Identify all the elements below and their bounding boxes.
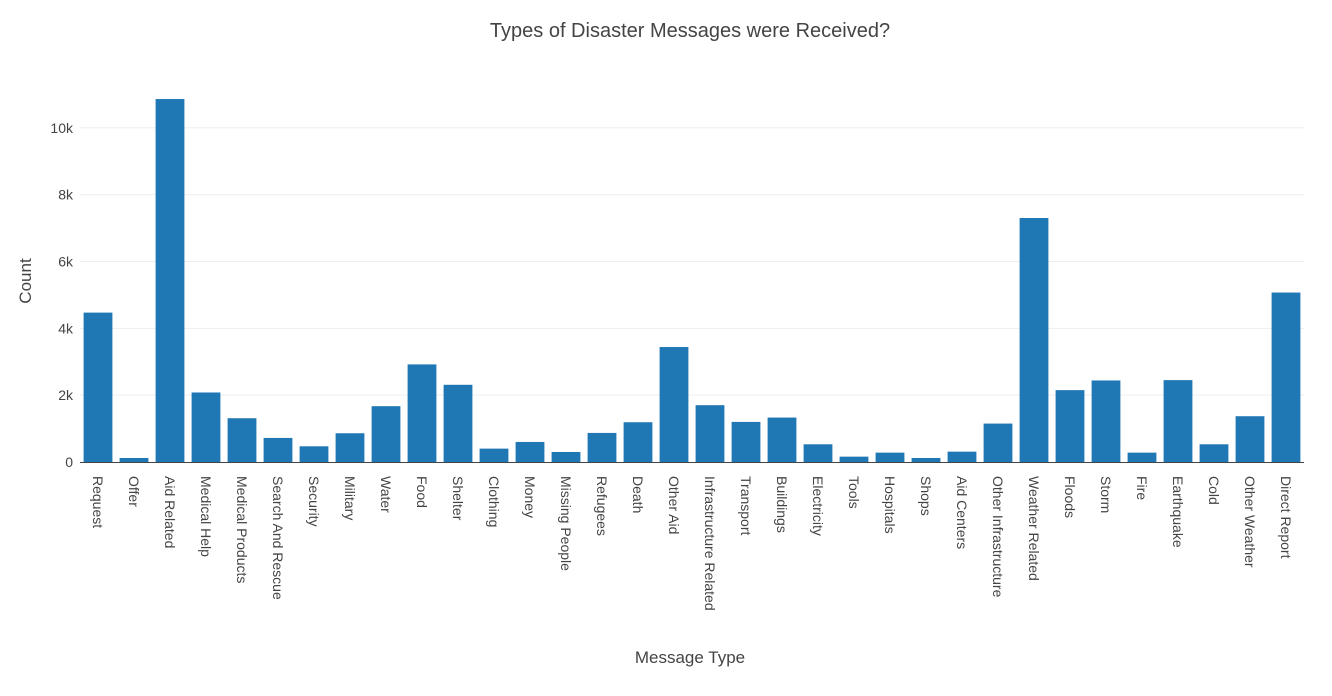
bars <box>83 99 1301 463</box>
bar[interactable] <box>155 99 185 463</box>
x-tick-label: Weather Related <box>1026 476 1042 581</box>
bar[interactable] <box>1235 416 1265 462</box>
y-tick-label: 8k <box>58 187 74 203</box>
bar[interactable] <box>983 423 1013 462</box>
bar[interactable] <box>911 457 941 462</box>
x-tick-label: Food <box>414 476 430 508</box>
bar[interactable] <box>1055 390 1085 462</box>
bar[interactable] <box>83 312 113 462</box>
gridlines <box>80 127 1304 396</box>
x-tick-label: Refugees <box>594 476 610 536</box>
bar[interactable] <box>767 417 797 462</box>
x-tick-label: Shops <box>918 476 934 516</box>
bar[interactable] <box>479 448 509 462</box>
x-tick-label: Request <box>90 476 106 528</box>
x-tick-label: Aid Centers <box>954 476 970 549</box>
x-tick-label: Direct Report <box>1278 476 1294 559</box>
x-tick-label: Shelter <box>450 476 466 521</box>
x-tick-label: Aid Related <box>162 476 178 548</box>
x-tick-label: Buildings <box>774 476 790 533</box>
bar[interactable] <box>407 364 437 462</box>
y-axis-title: Count <box>16 258 35 304</box>
x-tick-label: Earthquake <box>1170 476 1186 548</box>
x-tick-label: Search And Rescue <box>270 476 286 600</box>
x-tick-label: Cold <box>1206 476 1222 505</box>
bar[interactable] <box>263 437 293 462</box>
y-tick-label: 2k <box>58 387 74 403</box>
x-axis-title: Message Type <box>635 648 745 667</box>
x-tick-label: Other Weather <box>1242 476 1258 568</box>
bar[interactable] <box>623 422 653 462</box>
x-tick-label: Death <box>630 476 646 513</box>
bar[interactable] <box>803 444 833 462</box>
bar[interactable] <box>443 384 473 462</box>
x-tick-label: Offer <box>126 476 142 507</box>
x-tick-label: Fire <box>1134 476 1150 500</box>
x-tick-label: Medical Products <box>234 476 250 583</box>
bar[interactable] <box>1091 380 1121 462</box>
bar[interactable] <box>1199 444 1229 462</box>
x-tick-label: Infrastructure Related <box>702 476 718 611</box>
x-tick-label: Security <box>306 476 322 527</box>
bar[interactable] <box>1127 452 1157 462</box>
x-tick-label: Hospitals <box>882 476 898 534</box>
bar[interactable] <box>227 418 257 462</box>
x-tick-label: Tools <box>846 476 862 509</box>
bar[interactable] <box>515 441 545 462</box>
x-tick-label: Transport <box>738 476 754 536</box>
y-tick-label: 10k <box>50 120 74 136</box>
x-tick-label: Other Infrastructure <box>990 476 1006 598</box>
bar[interactable] <box>947 451 977 462</box>
bar[interactable] <box>1163 380 1193 462</box>
bar[interactable] <box>191 392 221 462</box>
y-tick-label: 4k <box>58 320 74 336</box>
y-tick-label: 6k <box>58 253 74 269</box>
bar[interactable] <box>335 433 365 462</box>
x-tick-label: Water <box>378 476 394 513</box>
bar[interactable] <box>371 406 401 462</box>
x-tick-label: Floods <box>1062 476 1078 518</box>
bar[interactable] <box>587 432 617 462</box>
bar[interactable] <box>875 452 905 462</box>
bar[interactable] <box>1271 292 1301 462</box>
bar[interactable] <box>1019 218 1049 462</box>
y-tick-labels: 0 2k 4k 6k 8k 10k <box>50 120 74 470</box>
bar[interactable] <box>695 405 725 462</box>
x-tick-label: Electricity <box>810 476 826 536</box>
bar[interactable] <box>731 421 761 462</box>
x-tick-label: Money <box>522 476 538 518</box>
chart-title: Types of Disaster Messages were Received… <box>490 20 890 42</box>
x-tick-label: Medical Help <box>198 476 214 557</box>
x-tick-label: Storm <box>1098 476 1114 513</box>
x-tick-label: Other Aid <box>666 476 682 534</box>
bar[interactable] <box>839 456 869 462</box>
bar[interactable] <box>119 457 149 462</box>
x-tick-label: Clothing <box>486 476 502 527</box>
bar[interactable] <box>299 446 329 462</box>
x-tick-label: Military <box>342 476 358 520</box>
x-tick-labels: Request Offer Aid Related Medical Help Medic… <box>90 476 1294 611</box>
bar[interactable] <box>551 451 581 462</box>
x-tick-label: Missing People <box>558 476 574 571</box>
bar[interactable] <box>659 347 689 462</box>
y-tick-label: 0 <box>65 454 73 470</box>
